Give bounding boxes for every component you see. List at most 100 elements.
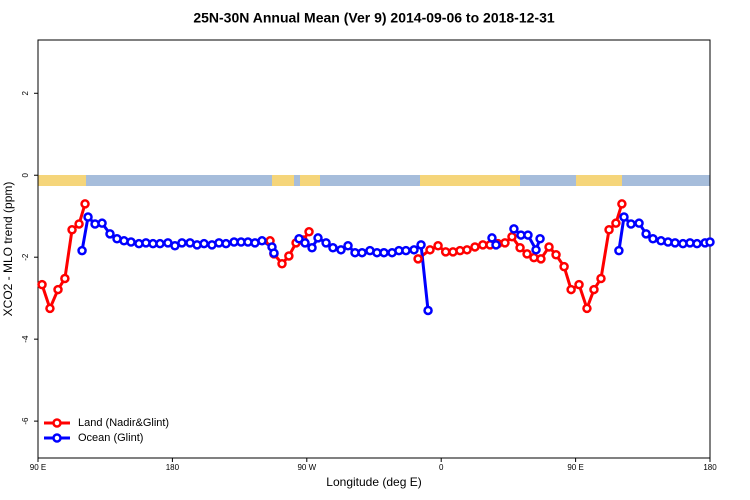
- point: [491, 240, 501, 250]
- legend-label: Ocean (Glint): [78, 432, 143, 444]
- point: [692, 238, 702, 249]
- y-tick-label: -4: [21, 335, 30, 343]
- point: [617, 199, 627, 209]
- point: [413, 254, 423, 264]
- point: [634, 218, 644, 228]
- point: [648, 234, 658, 244]
- point: [284, 251, 294, 261]
- point: [641, 229, 651, 239]
- y-tick-label: 2: [21, 91, 30, 96]
- point: [705, 237, 715, 247]
- point: [321, 238, 331, 248]
- point: [507, 231, 517, 242]
- x-tick-label: 90 W: [297, 463, 316, 472]
- point: [515, 243, 525, 253]
- point: [379, 247, 389, 258]
- point: [604, 224, 614, 235]
- point: [670, 238, 680, 248]
- point: [551, 249, 561, 260]
- point: [221, 238, 231, 249]
- point: [77, 245, 87, 256]
- y-tick-label: -2: [21, 253, 30, 261]
- x-tick-label: 0: [439, 463, 444, 472]
- plot-frame: [37, 39, 711, 459]
- point: [401, 245, 411, 256]
- point: [37, 279, 47, 290]
- point: [531, 245, 541, 255]
- point: [105, 229, 115, 239]
- ocean-band: [38, 175, 710, 186]
- point: [535, 234, 545, 244]
- point: [462, 245, 472, 255]
- point: [470, 242, 480, 252]
- point: [487, 233, 497, 243]
- point: [582, 303, 592, 314]
- x-tick-label: 180: [703, 463, 717, 472]
- point: [416, 240, 426, 250]
- point: [257, 236, 267, 246]
- chart-title: 25N-30N Annual Mean (Ver 9) 2014-09-06 t…: [193, 10, 555, 26]
- point: [544, 242, 554, 252]
- point: [522, 249, 532, 259]
- point: [307, 243, 317, 253]
- point: [500, 238, 510, 248]
- point: [97, 218, 107, 228]
- point: [523, 230, 533, 240]
- land-band: [300, 175, 320, 186]
- land-band: [576, 175, 622, 186]
- point: [294, 234, 304, 244]
- legend-label: Land (Nadir&Glint): [78, 417, 169, 429]
- x-tick-label: 90 E: [30, 463, 46, 472]
- point: [126, 237, 136, 247]
- point: [53, 284, 63, 295]
- point: [536, 254, 546, 264]
- point: [566, 284, 576, 295]
- y-tick-label: -6: [21, 417, 30, 425]
- point: [60, 273, 70, 284]
- point: [440, 247, 451, 257]
- x-axis-label: Longitude (deg E): [326, 475, 421, 489]
- land-band: [38, 175, 86, 186]
- y-axis-label: XCO2 - MLO trend (ppm): [1, 182, 15, 317]
- point: [328, 243, 338, 253]
- point: [313, 233, 323, 243]
- point: [626, 219, 636, 229]
- point: [269, 248, 279, 258]
- point: [614, 245, 624, 256]
- point: [80, 199, 90, 209]
- point: [574, 279, 584, 290]
- point: [509, 224, 519, 234]
- series-line: [80, 213, 711, 311]
- point: [343, 240, 353, 251]
- point: [45, 303, 55, 314]
- legend-marker: [52, 433, 62, 443]
- point: [336, 245, 346, 255]
- point: [589, 284, 599, 295]
- point: [155, 238, 165, 249]
- x-tick-label: 90 E: [567, 463, 583, 472]
- map-band: [38, 175, 710, 186]
- point: [423, 305, 433, 316]
- point: [300, 238, 310, 248]
- point: [67, 224, 77, 235]
- point: [619, 212, 629, 222]
- point: [425, 245, 435, 255]
- land-band: [272, 175, 294, 186]
- point: [433, 240, 443, 251]
- point: [611, 218, 621, 228]
- point: [177, 238, 187, 248]
- point: [83, 212, 93, 222]
- point: [559, 261, 569, 272]
- land-band: [420, 175, 520, 186]
- point: [304, 227, 314, 237]
- point: [74, 219, 84, 229]
- y-tick-label: 0: [21, 172, 30, 177]
- legend-marker: [52, 418, 62, 428]
- x-tick-label: 180: [166, 463, 180, 472]
- point: [596, 273, 606, 284]
- point: [277, 259, 287, 269]
- point: [357, 247, 367, 258]
- point: [199, 238, 209, 249]
- point: [409, 245, 419, 255]
